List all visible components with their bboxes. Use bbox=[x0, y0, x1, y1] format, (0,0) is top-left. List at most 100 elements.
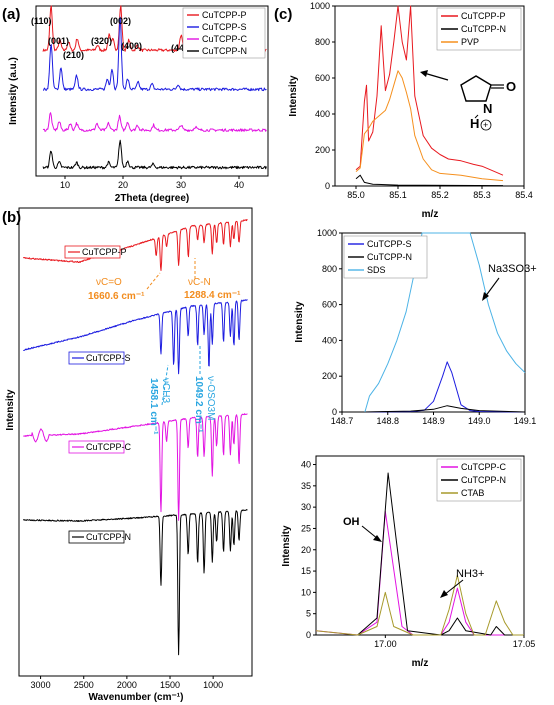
panel-b-xticks: 3000 2500 2000 1500 1000 bbox=[31, 676, 223, 690]
c2-series-cutcpp-n bbox=[364, 405, 526, 413]
panel-c-bot-legend: CuTCPP-C CuTCPP-N CTAB bbox=[436, 458, 522, 502]
annotation-440: (440) bbox=[171, 43, 192, 53]
xrd-series-cutcpp-c bbox=[42, 112, 267, 132]
pvp-h: H bbox=[470, 116, 479, 131]
pvp-structure: O N H + bbox=[460, 75, 516, 131]
panel-c-bottom: 17.00 17.05 0 5 10 15 20 25 30 35 40 m/z Intensity… bbox=[281, 455, 535, 669]
c3-series-ctab bbox=[315, 574, 524, 636]
panel-a-frame bbox=[35, 5, 269, 177]
c2-ytick-label-400: 400 bbox=[322, 335, 337, 345]
c2-xtick-label-148.9: 148.9 bbox=[422, 416, 445, 426]
c3-series-cutcpp-n bbox=[316, 472, 524, 636]
c2-xtick-label-149.1: 149.1 bbox=[514, 416, 537, 426]
c2-ytick-label-600: 600 bbox=[322, 300, 337, 310]
ftir-series-cutcpp-p bbox=[22, 219, 248, 271]
b-label-c: CuTCPP-C bbox=[68, 440, 132, 454]
ftir-series-cutcpp-s bbox=[23, 299, 248, 375]
c1-ytick-label-200: 200 bbox=[315, 145, 330, 155]
panel-c-mid-series bbox=[364, 232, 526, 413]
c1-series-cutcpp-p bbox=[355, 5, 504, 176]
b-label-p-text: CuTCPP-P bbox=[82, 247, 127, 257]
b-annot-oso3m-value: 1049.2 cm⁻¹ bbox=[193, 376, 204, 433]
c3-ytick-label-35: 35 bbox=[301, 481, 311, 491]
c1-series-cutcpp-n bbox=[355, 174, 504, 187]
panel-c-top-ylabel: Intensity bbox=[288, 75, 299, 117]
panel-b-label: (b) bbox=[2, 209, 21, 226]
c3-arrow-nh3 bbox=[443, 579, 464, 596]
panel-a-xticks: 10 20 30 40 bbox=[60, 176, 244, 190]
b-annot-ch3-value: 1458.1 cm⁻¹ bbox=[148, 378, 159, 435]
b-label-s: CuTCPP-S bbox=[68, 351, 131, 365]
c3-ytick-label-5: 5 bbox=[306, 609, 311, 619]
b-annot-co-value: 1660.6 cm⁻¹ bbox=[88, 291, 145, 302]
panel-b-frame bbox=[18, 207, 253, 677]
legend-c2-n: CuTCPP-N bbox=[367, 252, 412, 262]
legend-c1-n: CuTCPP-N bbox=[461, 24, 506, 34]
c2-arrow bbox=[484, 277, 500, 298]
c3-ytick-label-40: 40 bbox=[301, 460, 311, 470]
c1-xtick-label-85.2: 85.2 bbox=[431, 190, 449, 200]
c2-ytick-label-0: 0 bbox=[332, 407, 337, 417]
legend-c3-n: CuTCPP-N bbox=[461, 475, 506, 485]
panel-c-top-legend: CuTCPP-P CuTCPP-N PVP bbox=[436, 7, 522, 51]
c3-ytick-label-10: 10 bbox=[301, 587, 311, 597]
panel-c-top-ticks: 85.0 85.1 85.2 85.3 85.4 0 200 400 600 800 1000 bbox=[310, 1, 533, 200]
c1-series-pvp bbox=[355, 70, 504, 182]
legend-c2-sds: SDS bbox=[367, 265, 386, 275]
ftir-series-cutcpp-n bbox=[22, 509, 248, 656]
panel-a-xlabel: 2Theta (degree) bbox=[115, 193, 189, 204]
xrd-series-cutcpp-s bbox=[42, 16, 267, 92]
panel-c-bot-ticks: 17.00 17.05 0 5 10 15 20 25 30 35 40 bbox=[301, 460, 535, 649]
b-label-s-text: CuTCPP-S bbox=[86, 353, 131, 363]
b-label-c-text: CuTCPP-C bbox=[86, 442, 132, 452]
panel-c-top-xlabel: m/z bbox=[422, 209, 439, 220]
annotation-210: (210) bbox=[63, 50, 84, 60]
b-xtick-label-1000: 1000 bbox=[203, 680, 223, 690]
panel-c-top-series bbox=[355, 5, 504, 187]
b-label-p: CuTCPP-P bbox=[64, 245, 127, 259]
c2-annot-na3so3: Na3SO3+ bbox=[488, 263, 537, 275]
c3-xtick-label-17.05: 17.05 bbox=[513, 639, 536, 649]
b-annot-cn-label: νC-N bbox=[188, 277, 211, 288]
b-annot-co-arrow bbox=[146, 272, 161, 290]
legend-c1-p: CuTCPP-P bbox=[461, 11, 506, 21]
c3-annot-oh: OH bbox=[343, 516, 360, 528]
panel-c-bot-series bbox=[315, 472, 524, 636]
a-xtick-label-10: 10 bbox=[60, 180, 70, 190]
pvp-o: O bbox=[506, 79, 516, 94]
pvp-plus: + bbox=[483, 120, 488, 130]
c1-xtick-label-85.1: 85.1 bbox=[389, 190, 407, 200]
panel-b-series bbox=[22, 219, 248, 656]
panel-c-mid-ylabel: Intensity bbox=[294, 301, 305, 343]
c1-xtick-label-85.3: 85.3 bbox=[473, 190, 491, 200]
xrd-series-cutcpp-n bbox=[42, 139, 267, 170]
panel-b-xlabel: Wavenumber (cm⁻¹) bbox=[89, 692, 184, 703]
c2-xtick-label-149: 149.0 bbox=[468, 416, 491, 426]
c3-ytick-label-0: 0 bbox=[306, 630, 311, 640]
panel-c-mid-ticks: 148.7 148.8 148.9 149.0 149.1 0 200 400 600 800 10… bbox=[317, 228, 536, 426]
panel-a: (a) 10 20 30 40 2Theta (degree) Intensity (… bbox=[2, 5, 269, 204]
c1-ytick-label-800: 800 bbox=[315, 37, 330, 47]
b-annot-ch3-label: νCH3 bbox=[160, 378, 171, 403]
a-xtick-label-20: 20 bbox=[118, 180, 128, 190]
b-annot-oso3m-label: ν-OSO3M bbox=[205, 376, 216, 420]
annotation-320: (320) bbox=[91, 36, 112, 46]
c3-ytick-label-20: 20 bbox=[301, 545, 311, 555]
panel-a-label: (a) bbox=[2, 6, 20, 23]
annotation-001: (001) bbox=[48, 36, 69, 46]
b-annot-cn-value: 1288.4 cm⁻¹ bbox=[184, 290, 241, 301]
c1-ytick-label-400: 400 bbox=[315, 109, 330, 119]
panel-c-label: (c) bbox=[274, 6, 292, 23]
c2-xtick-label-148.7: 148.7 bbox=[331, 416, 354, 426]
legend-a-p: CuTCPP-P bbox=[202, 10, 247, 20]
legend-c3-ctab: CTAB bbox=[461, 488, 484, 498]
panel-c-bot-ylabel: Intensity bbox=[281, 525, 292, 567]
legend-a-s: CuTCPP-S bbox=[202, 22, 247, 32]
c2-ytick-label-200: 200 bbox=[322, 371, 337, 381]
c3-ytick-label-15: 15 bbox=[301, 566, 311, 576]
c3-ytick-label-25: 25 bbox=[301, 523, 311, 533]
c3-arrow-oh bbox=[361, 525, 379, 540]
pvp-n: N bbox=[483, 101, 492, 116]
c3-series-cutcpp-c bbox=[315, 510, 524, 636]
